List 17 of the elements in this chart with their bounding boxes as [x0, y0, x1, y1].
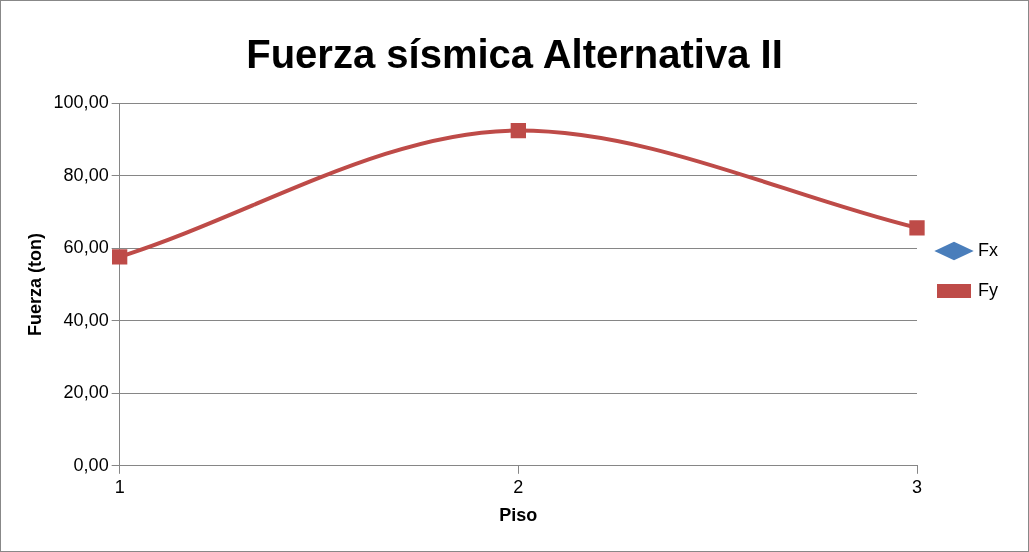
point	[909, 220, 925, 236]
y-tick-label: 20,00	[63, 382, 109, 403]
x-axis-title: Piso	[499, 505, 538, 526]
y-tick-label: 0,00	[73, 454, 109, 475]
y-axis-title: Fuerza (ton)	[24, 232, 45, 336]
y-tick-label: 80,00	[63, 164, 109, 185]
y-tick-label: 40,00	[63, 309, 109, 330]
point	[510, 122, 526, 139]
x-tick-label: 1	[114, 476, 125, 497]
x-tick-label: 2	[513, 476, 524, 497]
legend-label: Fx	[978, 239, 998, 260]
y-tick-label: 60,00	[63, 237, 109, 258]
point	[112, 249, 128, 265]
legend-label: Fy	[978, 279, 998, 300]
y-tick-label: 100,00	[53, 91, 109, 112]
x-tick-label: 3	[912, 476, 923, 497]
chart-title: Fuerza sísmica Alternativa II	[246, 32, 783, 77]
